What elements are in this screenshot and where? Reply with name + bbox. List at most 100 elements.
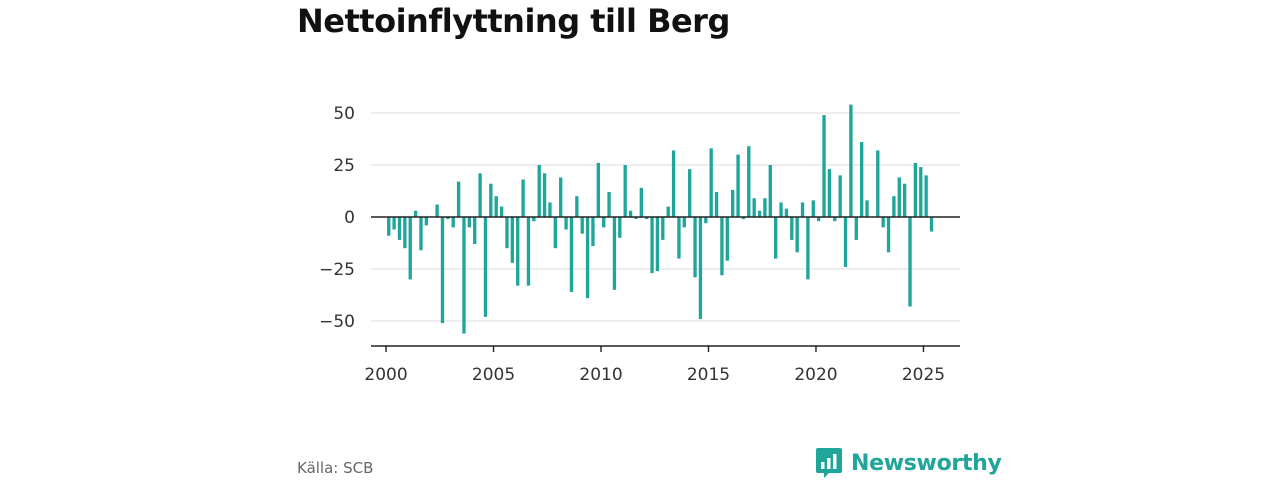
source-note: Källa: SCB: [297, 459, 374, 477]
gridlines: [371, 112, 960, 322]
bar: [650, 217, 654, 274]
bar: [483, 217, 488, 317]
y-axis-tick-labels: 50 25 0 −25 −50: [319, 104, 355, 332]
bar: [618, 217, 622, 238]
bar: [559, 177, 563, 217]
bar: [462, 217, 466, 334]
bar: [623, 164, 627, 217]
bar: [704, 217, 708, 224]
bar: [768, 164, 772, 217]
bar: [671, 150, 676, 217]
bar: [569, 217, 574, 292]
bar: [919, 167, 923, 217]
bar: [446, 217, 450, 220]
bar: [784, 208, 789, 217]
y-tick-label: −50: [319, 312, 355, 332]
bar: [413, 210, 418, 217]
bar: [747, 146, 751, 217]
bar: [403, 217, 407, 249]
bar: [591, 217, 595, 247]
bar: [876, 150, 880, 217]
bar: [526, 217, 531, 286]
bar: [661, 217, 665, 240]
bar: [827, 169, 832, 217]
bar: [532, 217, 536, 222]
newsworthy-logo-icon: [816, 448, 842, 478]
y-tick-label: 0: [344, 208, 355, 228]
bar: [698, 217, 703, 319]
bar: [645, 217, 649, 220]
y-tick-label: 50: [333, 104, 355, 124]
bar: [408, 217, 412, 280]
bar: [440, 217, 445, 324]
bar: [596, 162, 600, 217]
bar: [790, 217, 794, 240]
bar: [693, 217, 697, 278]
bar: [731, 189, 735, 217]
bar: [634, 217, 638, 220]
bar: [908, 217, 912, 307]
bar: [725, 217, 729, 261]
axes: [371, 216, 960, 352]
bar: [521, 179, 525, 217]
bar: [655, 217, 660, 272]
x-tick-label: 2000: [364, 365, 407, 385]
bar: [612, 217, 617, 290]
brand-logo[interactable]: Newsworthy: [815, 447, 1002, 479]
bar: [859, 142, 864, 217]
bar: [795, 217, 799, 253]
bar: [435, 204, 439, 217]
bar: [419, 217, 423, 251]
bar: [516, 217, 520, 286]
bar: [811, 200, 815, 217]
bar: [564, 217, 568, 230]
bar: [806, 217, 810, 280]
bar: [849, 104, 853, 217]
y-tick-label: −25: [319, 260, 355, 280]
bar: [473, 217, 477, 245]
bar: [580, 217, 584, 234]
bar: [489, 183, 493, 217]
bar: [499, 206, 504, 217]
bar: [456, 181, 461, 217]
bar: [816, 217, 821, 222]
bar: [865, 200, 869, 217]
y-tick-label: 25: [333, 156, 355, 176]
bar: [924, 175, 928, 217]
bar: [510, 217, 515, 263]
bar: [628, 210, 633, 217]
bar: [752, 198, 756, 217]
bar: [602, 217, 606, 228]
bar: [451, 217, 455, 228]
bar: [505, 217, 509, 249]
bar: [387, 217, 391, 236]
bar: [607, 192, 611, 217]
bar: [467, 217, 472, 228]
bar: [666, 206, 670, 217]
x-tick-label: 2020: [794, 365, 837, 385]
bar: [542, 173, 547, 217]
bar: [902, 183, 907, 217]
bar: [854, 217, 858, 240]
bar: [929, 217, 934, 232]
bar: [736, 154, 740, 217]
bar: [553, 217, 557, 249]
bar: [913, 162, 918, 217]
bar: [709, 148, 713, 217]
x-axis-tick-labels: 2000 2005 2010 2015 2020 2025: [364, 365, 945, 385]
bar: [763, 198, 767, 217]
bar: [800, 202, 805, 217]
bar: [774, 217, 778, 259]
brand-name: Newsworthy: [851, 450, 1002, 476]
bar: [478, 173, 482, 217]
x-tick-label: 2005: [472, 365, 515, 385]
bar: [892, 196, 896, 217]
bar: [881, 217, 885, 228]
bar: [741, 217, 746, 220]
bar: [779, 202, 783, 217]
bar: [688, 169, 692, 217]
bar: [682, 217, 686, 228]
bar: [720, 217, 724, 276]
bar: [537, 164, 541, 217]
